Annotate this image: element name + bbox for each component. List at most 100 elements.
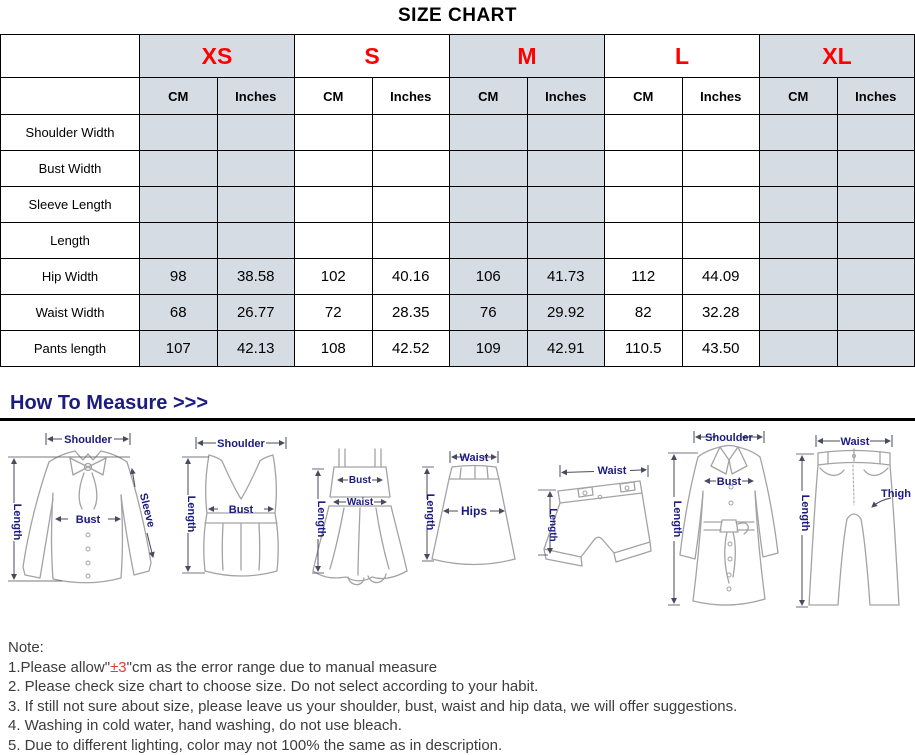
table-row-sleeve-length: Sleeve Length xyxy=(1,187,915,223)
cell xyxy=(605,151,683,187)
inches-header-xl: Inches xyxy=(837,78,915,115)
cm-header-m: CM xyxy=(450,78,528,115)
cell xyxy=(372,223,450,259)
cell xyxy=(140,151,218,187)
cell xyxy=(837,259,915,295)
cell xyxy=(527,115,605,151)
inches-header-l: Inches xyxy=(682,78,760,115)
cell xyxy=(837,115,915,151)
cell xyxy=(217,115,295,151)
note-1-pre: 1.Please allow" xyxy=(8,659,110,676)
row-label: Pants length xyxy=(1,331,140,367)
size-header-l: L xyxy=(605,35,760,78)
cell xyxy=(760,295,838,331)
skirt-hips-label: Hips xyxy=(461,504,487,518)
row-label: Sleeve Length xyxy=(1,187,140,223)
cell xyxy=(450,223,528,259)
shorts-length-label: Length xyxy=(547,508,558,541)
table-row-bust-width: Bust Width xyxy=(1,151,915,187)
size-header-s: S xyxy=(295,35,450,78)
blouse-length-label: Length xyxy=(11,504,23,541)
cm-header-s: CM xyxy=(295,78,373,115)
size-header-xs: XS xyxy=(140,35,295,78)
pants-length-label: Length xyxy=(799,495,811,532)
notes-section: Note: 1.Please allow"±3"cm as the error … xyxy=(8,638,915,755)
cell xyxy=(140,223,218,259)
row-label: Waist Width xyxy=(1,295,140,331)
cm-header-xs: CM xyxy=(140,78,218,115)
row-label: Shoulder Width xyxy=(1,115,140,151)
dress-bust-label: Bust xyxy=(349,475,372,486)
cell xyxy=(527,151,605,187)
cell: 107 xyxy=(140,331,218,367)
cell xyxy=(450,115,528,151)
corner-cell-2 xyxy=(1,78,140,115)
table-row-hip-width: Hip Width 98 38.58 102 40.16 106 41.73 1… xyxy=(1,259,915,295)
skirt-length-label: Length xyxy=(424,494,436,531)
cell: 42.13 xyxy=(217,331,295,367)
cell: 28.35 xyxy=(372,295,450,331)
cell xyxy=(140,115,218,151)
inches-header-m: Inches xyxy=(527,78,605,115)
blouse-illustration: Shoulder Bust Length Sleeve xyxy=(4,431,166,589)
size-header-row: XS S M L XL xyxy=(1,35,915,78)
table-row-pants-length: Pants length 107 42.13 108 42.52 109 42.… xyxy=(1,331,915,367)
vest-shoulder-label: Shoulder xyxy=(217,438,265,450)
cell: 43.50 xyxy=(682,331,760,367)
cell xyxy=(527,223,605,259)
coat-length-label: Length xyxy=(671,501,683,538)
blouse-sleeve-label: Sleeve xyxy=(137,492,157,529)
table-row-shoulder-width: Shoulder Width xyxy=(1,115,915,151)
row-label: Hip Width xyxy=(1,259,140,295)
cell: 109 xyxy=(450,331,528,367)
shorts-waist-label: Waist xyxy=(598,465,627,477)
cell: 72 xyxy=(295,295,373,331)
vest-bust-label: Bust xyxy=(229,504,254,516)
page-title: SIZE CHART xyxy=(0,0,915,29)
cell: 32.28 xyxy=(682,295,760,331)
cell xyxy=(837,295,915,331)
cell xyxy=(140,187,218,223)
cell xyxy=(295,223,373,259)
inches-header-xs: Inches xyxy=(217,78,295,115)
cell xyxy=(295,187,373,223)
cell xyxy=(760,151,838,187)
cell: 29.92 xyxy=(527,295,605,331)
cell: 68 xyxy=(140,295,218,331)
cell: 102 xyxy=(295,259,373,295)
cell: 110.5 xyxy=(605,331,683,367)
skirt-illustration: Waist Hips Length xyxy=(420,449,520,579)
note-1-tolerance: ±3 xyxy=(110,659,127,676)
size-table: XS S M L XL CM Inches CM Inches CM Inche… xyxy=(0,34,915,367)
cell xyxy=(295,115,373,151)
cell xyxy=(760,331,838,367)
cell xyxy=(450,151,528,187)
pants-thigh-label: Thigh xyxy=(881,488,911,500)
table-row-length: Length xyxy=(1,223,915,259)
cell xyxy=(682,223,760,259)
cell xyxy=(372,187,450,223)
notes-heading: Note: xyxy=(8,638,915,658)
coat-shoulder-label: Shoulder xyxy=(705,432,753,444)
cell: 82 xyxy=(605,295,683,331)
shorts-outline xyxy=(544,481,651,566)
cell xyxy=(837,151,915,187)
unit-header-row: CM Inches CM Inches CM Inches CM Inches … xyxy=(1,78,915,115)
cell: 41.73 xyxy=(527,259,605,295)
cell xyxy=(682,187,760,223)
dress-waist-label: Waist xyxy=(347,497,374,508)
cell xyxy=(295,151,373,187)
skirt-waist-label: Waist xyxy=(460,452,489,464)
vest-illustration: Shoulder Bust Length xyxy=(176,435,306,585)
dress-length-label: Length xyxy=(315,501,327,538)
cm-header-l: CM xyxy=(605,78,683,115)
cell xyxy=(217,151,295,187)
cell xyxy=(837,223,915,259)
cell: 38.58 xyxy=(217,259,295,295)
pants-outline xyxy=(809,449,899,605)
table-row-waist-width: Waist Width 68 26.77 72 28.35 76 29.92 8… xyxy=(1,295,915,331)
row-label: Bust Width xyxy=(1,151,140,187)
cell: 42.91 xyxy=(527,331,605,367)
cell xyxy=(837,187,915,223)
vest-length-label: Length xyxy=(185,496,197,533)
